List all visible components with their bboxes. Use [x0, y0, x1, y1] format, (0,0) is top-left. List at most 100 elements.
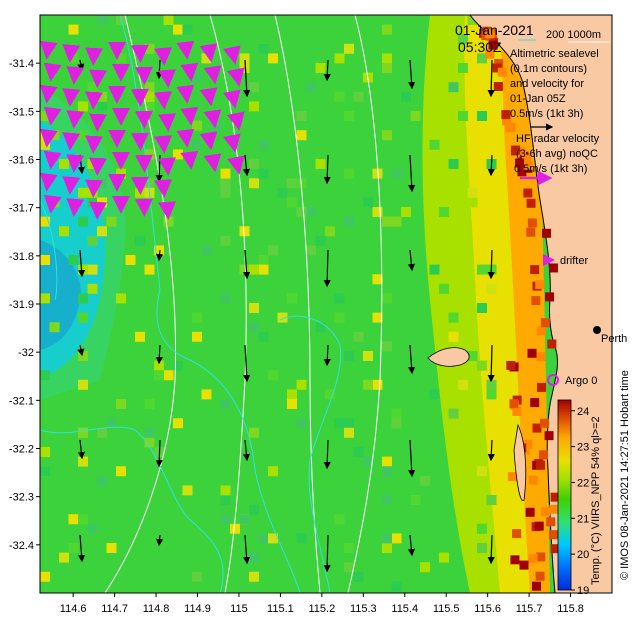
sst-pixel — [344, 351, 354, 361]
svg-text:0.5m/s (1kt 3h): 0.5m/s (1kt 3h) — [514, 163, 587, 175]
sst-pixel — [277, 312, 288, 323]
sst-pixel — [363, 379, 373, 390]
sst-pixel — [87, 197, 98, 208]
sst-pixel — [477, 466, 487, 477]
sst-pixel — [467, 475, 478, 486]
sst-pixel — [40, 111, 50, 121]
colorbar-ticks: 24 23 22 21 20 19 — [571, 406, 589, 597]
sst-pixel — [144, 427, 155, 438]
sst-pixel — [382, 341, 392, 352]
argo-marker — [547, 374, 559, 386]
sst-pixel — [78, 351, 88, 361]
hf-radar-arrow — [223, 89, 241, 109]
hf-radar-arrow — [85, 179, 103, 198]
altimetric-legend: Altimetric sealevel (0.1m contours) and … — [510, 48, 599, 131]
hf-radar-arrow — [89, 69, 107, 88]
sst-pixel — [182, 485, 193, 496]
sst-pixel — [334, 418, 345, 429]
coastal-pixel — [492, 63, 502, 73]
sst-pixel — [68, 543, 79, 553]
sst-pixel — [258, 168, 269, 179]
altimetry-arrow — [407, 534, 415, 557]
sst-pixel — [382, 533, 392, 544]
sst-pixel — [68, 514, 79, 525]
sst-pixel — [458, 111, 468, 121]
sst-pixel — [192, 120, 202, 131]
sst-pixel — [192, 72, 202, 83]
sst-pixel — [97, 178, 107, 189]
altimetry-arrow — [487, 154, 495, 177]
coastal-pixel — [527, 348, 537, 358]
sst-pixel — [201, 389, 212, 400]
sst-pixel — [78, 427, 88, 438]
hf-radar-arrow — [43, 194, 62, 214]
x-tick-label: 115.1 — [267, 603, 294, 615]
sst-pixel — [78, 312, 88, 323]
coastal-pixel — [523, 188, 533, 198]
sst-pixel — [344, 418, 354, 429]
hf-radar-arrow — [89, 201, 107, 220]
sst-pixel — [410, 495, 421, 505]
perth-marker — [593, 326, 601, 334]
sst-pixel — [429, 389, 440, 400]
hf-radar-arrow — [66, 110, 85, 129]
sst-pixel — [334, 53, 345, 64]
sst-pixel — [258, 255, 269, 265]
sst-pixel — [344, 427, 354, 438]
colorbar-tick-label: 24 — [577, 406, 589, 418]
sst-pixel — [239, 514, 250, 525]
sst-pixel — [154, 360, 164, 371]
sst-pixel — [467, 187, 478, 198]
sst-pixel — [486, 379, 497, 390]
sst-pixel — [391, 418, 402, 429]
altimetry-arrow — [407, 249, 415, 272]
hf-radar-arrow — [180, 106, 199, 126]
date-title: 01-Jan-2021 — [455, 22, 534, 38]
sst-pixel — [40, 466, 50, 477]
hf-radar-arrow — [43, 106, 62, 126]
coastal-pixel — [526, 227, 536, 237]
sst-pixel — [372, 207, 383, 217]
coastal-pixel — [501, 110, 511, 120]
altimetry-arrow — [77, 534, 86, 563]
colorbar — [557, 399, 572, 591]
sst-pixel — [97, 91, 107, 102]
svg-text:drifter: drifter — [560, 255, 588, 267]
sst-pixel — [40, 255, 50, 265]
sst-pixel — [325, 226, 335, 237]
coastal-pixel — [512, 406, 522, 416]
altimetry-arrow — [323, 249, 331, 288]
sst-pixel — [458, 379, 468, 390]
hf-radar-arrow — [180, 150, 199, 170]
sst-pixel — [258, 43, 269, 54]
x-tick-label: 115.3 — [350, 603, 377, 615]
sst-pixel — [382, 53, 392, 64]
sst-pixel — [448, 159, 459, 169]
hf-radar-arrow — [227, 111, 245, 131]
coastal-pixel — [523, 439, 533, 449]
coastal-pixel — [532, 581, 542, 591]
sst-pixel — [173, 418, 183, 429]
sst-pixel — [391, 533, 402, 544]
sst-pixel — [372, 168, 383, 179]
sst-pixel — [40, 370, 50, 381]
coastal-pixel — [548, 263, 558, 273]
sst-pixel — [477, 303, 487, 313]
sst-pixel — [382, 293, 392, 304]
altimetry-arrow — [242, 154, 250, 177]
sst-pixel — [97, 475, 107, 486]
sst-pixel — [249, 552, 259, 563]
altimetry-arrow — [323, 534, 331, 573]
sst-pixel — [306, 82, 316, 93]
hf-radar-arrow — [176, 40, 195, 60]
sst-pixel — [40, 447, 50, 457]
sst-pixel — [144, 437, 155, 448]
sst-pixel — [448, 72, 459, 83]
sst-pixel — [97, 15, 107, 25]
coastal-pixel — [536, 352, 546, 362]
hf-radar-arrow — [39, 84, 58, 104]
sst-pixel — [59, 552, 69, 563]
hf-radar-arrow — [66, 198, 85, 217]
sst-pixel — [287, 178, 297, 189]
sst-pixel — [97, 427, 107, 438]
